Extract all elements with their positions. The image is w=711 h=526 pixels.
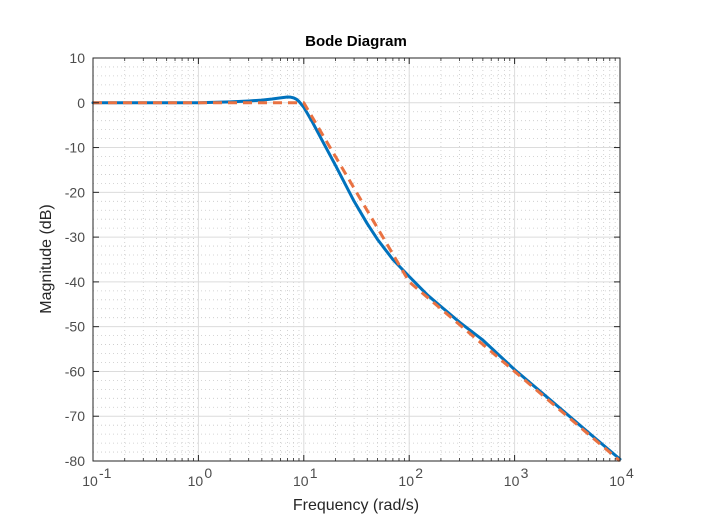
y-tick-label: -20: [65, 184, 85, 200]
x-tick-labels: 10 -1 10 0 10 1 10 2 10 3 10 4: [82, 465, 634, 489]
major-grid: [93, 58, 620, 461]
x-tick-label: 10 3: [504, 465, 529, 489]
y-tick-label: -60: [65, 363, 85, 379]
y-tick-label: 10: [69, 50, 85, 66]
plot-frame: [92, 57, 621, 462]
x-tick-label-exponent: 0: [204, 465, 212, 481]
x-tick-label-exponent: 3: [521, 465, 529, 481]
x-tick-label-exponent: 4: [626, 465, 634, 481]
y-tick-label: -50: [65, 319, 85, 335]
y-tick-label: 0: [77, 95, 85, 111]
y-axis-label: Magnitude (dB): [38, 204, 55, 313]
x-tick-label: 10 1: [293, 465, 318, 489]
x-tick-label-exponent: 1: [310, 465, 318, 481]
x-tick-label-base: 10: [609, 473, 625, 489]
x-tick-label-exponent: -1: [99, 465, 112, 481]
y-tick-label: -10: [65, 140, 85, 156]
x-tick-label: 10 2: [398, 465, 423, 489]
x-tick-label-base: 10: [398, 473, 414, 489]
x-tick-label: 10 -1: [82, 465, 111, 489]
plot-area: [93, 58, 620, 461]
x-tick-label-base: 10: [188, 473, 204, 489]
x-tick-label-base: 10: [293, 473, 309, 489]
tick-marks: [92, 57, 621, 462]
x-tick-label: 10 4: [609, 465, 634, 489]
x-axis-label: Frequency (rad/s): [293, 497, 419, 514]
y-tick-labels: 10 0 -10 -20 -30 -40 -50 -60 -70 -80: [65, 50, 85, 469]
y-tick-label: -40: [65, 274, 85, 290]
series-line-1: [91, 95, 622, 461]
x-tick-label-base: 10: [82, 473, 98, 489]
series-layer: [91, 95, 622, 463]
y-tick-label: -30: [65, 229, 85, 245]
x-tick-label-base: 10: [504, 473, 520, 489]
series-line-2: [93, 101, 621, 463]
x-tick-label-exponent: 2: [415, 465, 423, 481]
x-tick-label: 10 0: [188, 465, 213, 489]
y-tick-label: -70: [65, 408, 85, 424]
chart-title: Bode Diagram: [305, 33, 407, 50]
y-tick-label: -80: [65, 453, 85, 469]
